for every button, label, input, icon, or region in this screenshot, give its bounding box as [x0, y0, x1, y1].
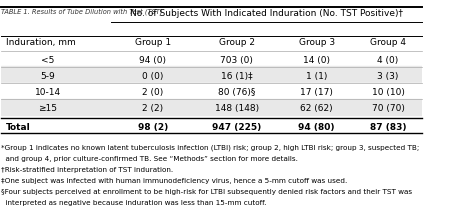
Text: 94 (80): 94 (80): [298, 123, 335, 132]
Bar: [1, 67, 422, 83]
Text: Group 1: Group 1: [135, 39, 171, 47]
Text: 4 (0): 4 (0): [377, 56, 399, 64]
Text: ‡One subject was infected with human immunodeficiency virus, hence a 5-mm cutoff: ‡One subject was infected with human imm…: [1, 178, 347, 184]
Text: Group 4: Group 4: [370, 39, 406, 47]
Text: 17 (17): 17 (17): [300, 88, 333, 97]
Text: 947 (225): 947 (225): [212, 123, 261, 132]
Text: <5: <5: [41, 56, 55, 64]
Text: 98 (2): 98 (2): [137, 123, 168, 132]
Text: 80 (76)§: 80 (76)§: [218, 88, 255, 97]
Text: 70 (70): 70 (70): [372, 104, 404, 113]
Text: *Group 1 indicates no known latent tuberculosis infection (LTBI) risk; group 2, : *Group 1 indicates no known latent tuber…: [1, 145, 419, 151]
Text: interpreted as negative because induration was less than 15-mm cutoff.: interpreted as negative because indurati…: [1, 200, 267, 206]
Bar: [1, 50, 422, 67]
Text: 2 (2): 2 (2): [142, 104, 163, 113]
Text: 10-14: 10-14: [35, 88, 61, 97]
Text: and group 4, prior culture-confirmed TB. See “Methods” section for more details.: and group 4, prior culture-confirmed TB.…: [1, 156, 298, 162]
Text: 148 (148): 148 (148): [215, 104, 259, 113]
Text: Group 3: Group 3: [299, 39, 335, 47]
Text: TABLE 1. Results of Tube Dilution with Test (TST): TABLE 1. Results of Tube Dilution with T…: [1, 8, 163, 15]
Text: 94 (0): 94 (0): [139, 56, 166, 64]
Text: 5-9: 5-9: [40, 72, 55, 81]
Text: No. of Subjects With Indicated Induration (No. TST Positive)†: No. of Subjects With Indicated Induratio…: [130, 9, 403, 18]
Text: §Four subjects perceived at enrollment to be high-risk for LTBI subsequently den: §Four subjects perceived at enrollment t…: [1, 189, 412, 195]
Text: 0 (0): 0 (0): [142, 72, 164, 81]
Text: Induration, mm: Induration, mm: [6, 39, 75, 47]
Text: 16 (1)‡: 16 (1)‡: [221, 72, 253, 81]
Text: Group 2: Group 2: [219, 39, 255, 47]
Text: ≥15: ≥15: [38, 104, 57, 113]
Text: 1 (1): 1 (1): [306, 72, 328, 81]
Text: 14 (0): 14 (0): [303, 56, 330, 64]
Text: 87 (83): 87 (83): [370, 123, 406, 132]
Text: 2 (0): 2 (0): [142, 88, 164, 97]
Text: Total: Total: [6, 123, 30, 132]
Text: †Risk-stratified interpretation of TST induration.: †Risk-stratified interpretation of TST i…: [1, 167, 173, 173]
Bar: [1, 99, 422, 115]
Text: 10 (10): 10 (10): [372, 88, 404, 97]
Text: 703 (0): 703 (0): [220, 56, 253, 64]
Text: 62 (62): 62 (62): [301, 104, 333, 113]
Bar: [1, 83, 422, 99]
Text: 3 (3): 3 (3): [377, 72, 399, 81]
